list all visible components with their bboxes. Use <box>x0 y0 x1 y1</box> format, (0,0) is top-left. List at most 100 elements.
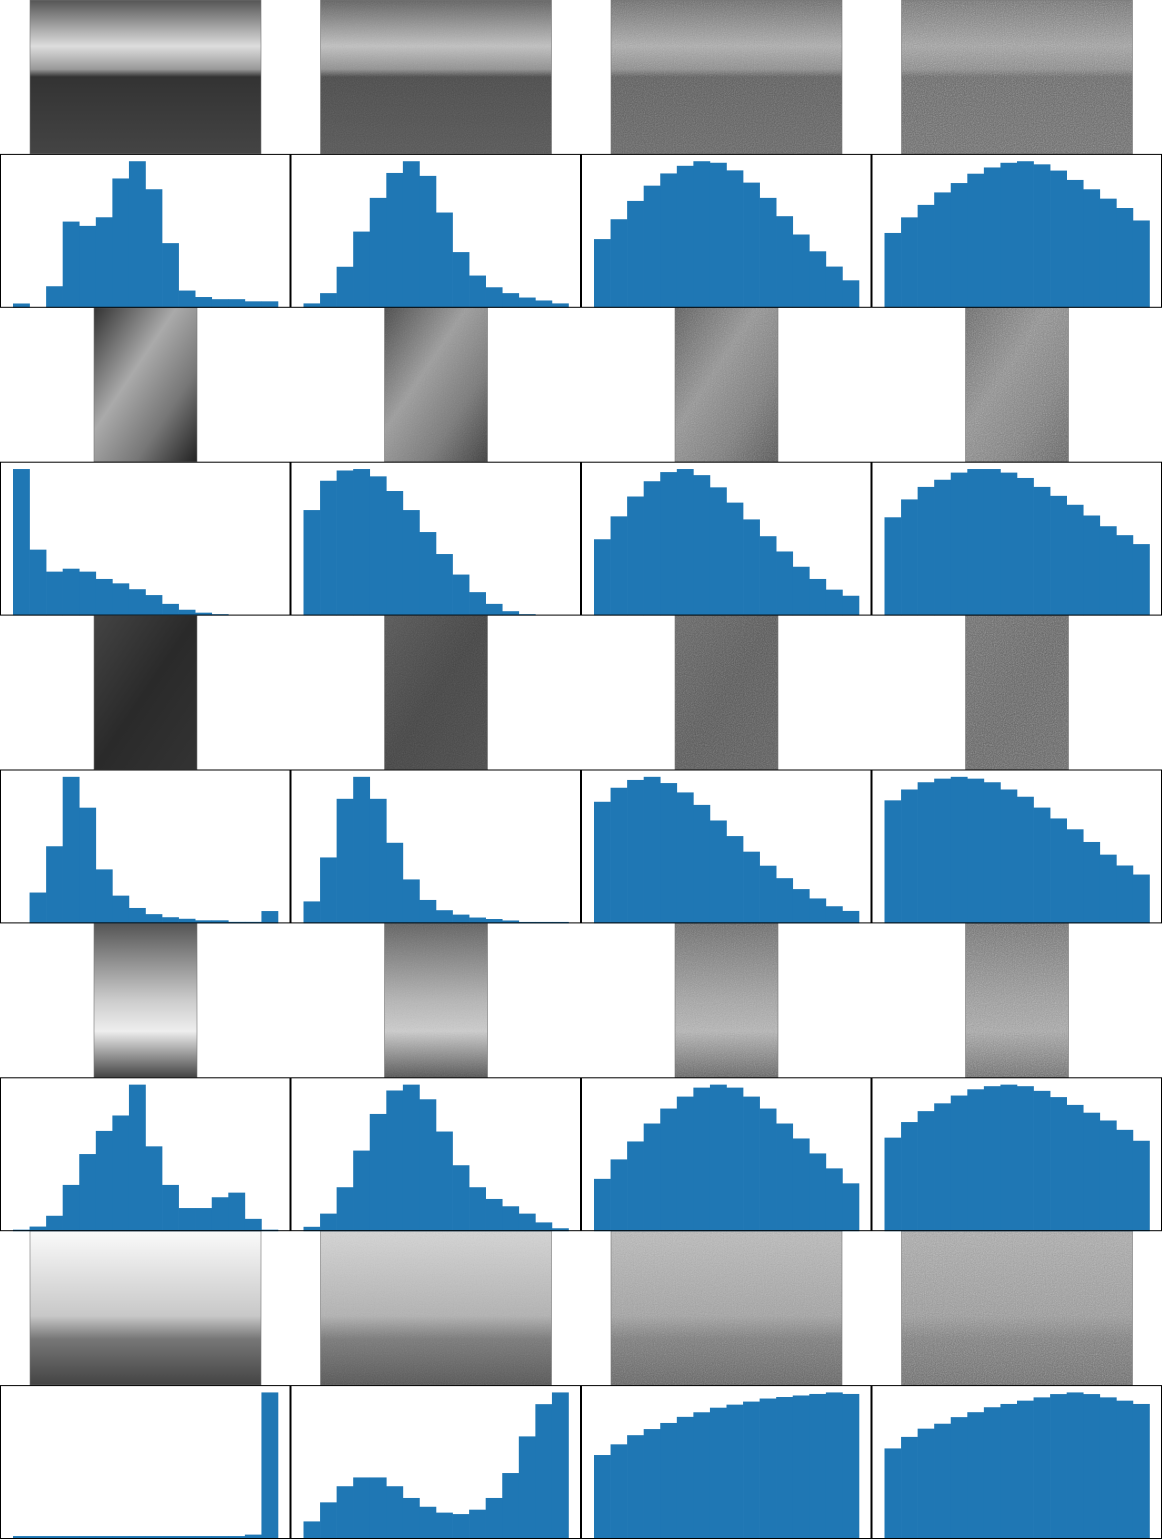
histogram-bar <box>1066 1392 1084 1539</box>
histogram-bar <box>178 290 196 308</box>
histogram-bar <box>261 1392 279 1539</box>
histogram-bar <box>1099 198 1117 308</box>
histogram-bar <box>13 1536 30 1539</box>
histogram-bar <box>112 583 130 616</box>
histogram-bar <box>195 297 213 308</box>
histogram-bar <box>934 192 952 308</box>
histogram-bar <box>320 1502 337 1539</box>
histogram-bar <box>726 170 744 308</box>
histogram-bar <box>1000 162 1018 308</box>
histogram-bar <box>660 1108 678 1232</box>
histogram-bar <box>551 1392 569 1539</box>
histogram-bar <box>195 612 213 616</box>
axes-frame <box>0 1077 291 1232</box>
histogram-bar <box>485 1497 503 1539</box>
histogram-bar <box>693 475 711 616</box>
axes-frame <box>581 1077 872 1232</box>
histogram-bar <box>353 776 371 924</box>
histogram-bar <box>29 892 47 924</box>
histogram-bar <box>842 280 860 308</box>
histogram-bar <box>693 161 711 308</box>
histogram-bar <box>386 842 404 924</box>
histogram-bar <box>1050 495 1067 616</box>
histogram-bar <box>1050 1097 1067 1232</box>
axes-frame <box>581 153 872 308</box>
histogram-bar <box>1017 1086 1034 1232</box>
histogram-bar <box>776 216 794 308</box>
histogram-bar <box>419 175 437 308</box>
axes-frame <box>0 769 291 924</box>
histogram-bar <box>46 286 63 308</box>
histogram-bar <box>676 1416 694 1539</box>
histogram-bar <box>469 1187 486 1232</box>
histogram-bar <box>13 303 30 308</box>
histogram-bar <box>1099 526 1117 616</box>
histogram-bar <box>336 1187 354 1232</box>
histogram-bar <box>402 1497 420 1539</box>
histogram-bar <box>1033 1090 1051 1232</box>
histogram-bar <box>693 804 711 924</box>
histogram-bar <box>825 266 843 308</box>
histogram-bar <box>29 549 47 616</box>
histogram-bar <box>62 221 80 308</box>
histogram-bar <box>792 889 810 924</box>
histogram-bar <box>1066 179 1084 308</box>
histogram-bar <box>1017 1400 1034 1539</box>
histogram-bar <box>336 266 354 308</box>
histogram-bar <box>211 920 229 924</box>
histogram-bar <box>369 1477 387 1539</box>
histogram-bar <box>452 1514 470 1539</box>
histogram-bar <box>386 1090 404 1232</box>
photo <box>30 1231 261 1386</box>
axes-frame <box>581 461 872 616</box>
photo <box>30 0 261 154</box>
histogram-bar <box>627 496 644 616</box>
histogram-bar <box>518 1213 536 1232</box>
histogram-bar <box>759 1398 777 1539</box>
axes-frame <box>290 461 581 616</box>
histogram-bar <box>643 1429 661 1539</box>
histogram-bar <box>967 173 985 308</box>
histogram-bar <box>884 1448 902 1539</box>
histogram-bar <box>1033 1397 1051 1539</box>
histogram-bar <box>303 303 321 308</box>
histogram-bar <box>402 1084 420 1232</box>
photo-noise <box>320 1231 552 1386</box>
histogram-bar <box>228 1192 246 1232</box>
histogram-bar <box>436 1131 453 1232</box>
photo <box>94 615 197 770</box>
histogram-bar <box>1000 1084 1018 1232</box>
histogram-bar <box>320 1213 337 1232</box>
histogram-bar <box>336 1486 354 1539</box>
histogram-bar <box>901 499 918 616</box>
histogram-bar <box>934 1103 952 1232</box>
histogram-bar <box>967 469 985 616</box>
histogram-bar <box>79 807 97 924</box>
histogram-bar <box>1033 807 1051 924</box>
histogram-bar <box>693 1087 711 1232</box>
histogram-bar <box>1083 1394 1101 1539</box>
histogram-bar <box>244 1218 262 1232</box>
histogram-bar <box>950 776 968 924</box>
histogram-bar <box>1033 164 1051 308</box>
histogram-bar <box>518 1436 536 1539</box>
histogram-bar <box>419 1099 437 1232</box>
histogram-bar <box>535 300 553 308</box>
histogram-bar <box>1099 1120 1117 1232</box>
histogram-bar <box>95 1536 113 1539</box>
histogram-bar <box>983 167 1001 308</box>
histogram-bar <box>128 1536 146 1539</box>
histogram-bar <box>792 234 810 308</box>
axes-frame <box>290 153 581 308</box>
photo <box>94 923 197 1078</box>
histogram-bar <box>1017 477 1034 616</box>
histogram-bar <box>261 911 279 924</box>
histogram-bar <box>1066 504 1084 616</box>
histogram-bar <box>128 589 146 616</box>
histogram-bar <box>842 595 860 616</box>
histogram-bar <box>402 879 420 924</box>
histogram-bar <box>884 1137 902 1232</box>
histogram-bar <box>759 536 777 616</box>
histogram-bar <box>62 1536 80 1539</box>
histogram-bar <box>1083 515 1101 616</box>
